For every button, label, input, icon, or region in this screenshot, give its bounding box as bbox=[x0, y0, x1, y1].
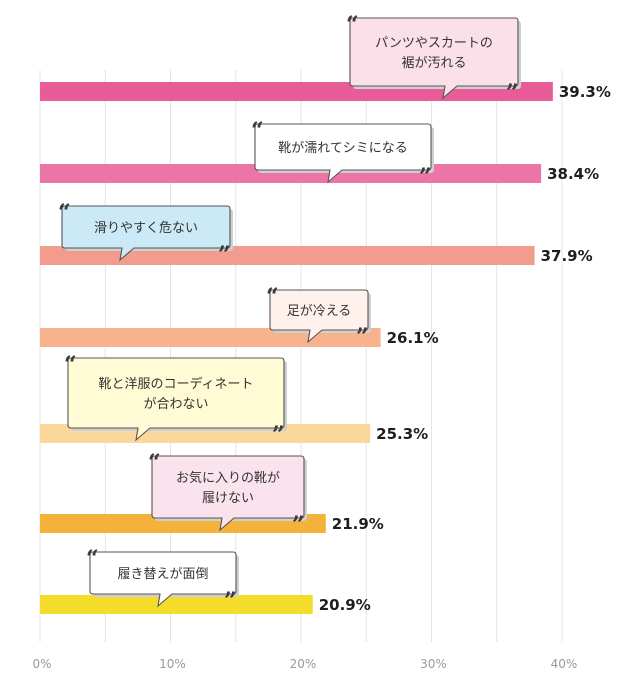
category-bubble: “ ” パンツやスカートの裾が汚れる bbox=[346, 12, 521, 106]
category-bubble: “ ” お気に入りの靴が履けない bbox=[148, 450, 307, 538]
category-bubble: “ ” 履き替えが面倒 bbox=[86, 546, 239, 614]
x-tick-label: 20% bbox=[290, 657, 317, 671]
open-quote-mark: “ bbox=[58, 200, 71, 226]
bubble-box bbox=[151, 455, 305, 532]
open-quote-mark: “ bbox=[251, 118, 264, 144]
x-tick-label: 0% bbox=[32, 657, 51, 671]
category-label-line: 履けない bbox=[202, 491, 254, 506]
category-label: 靴が濡れてシミになる bbox=[278, 141, 408, 156]
open-quote-mark: “ bbox=[346, 12, 359, 38]
bar-value-label: 37.9% bbox=[541, 247, 593, 265]
category-label: パンツやスカートの裾が汚れる bbox=[375, 36, 493, 71]
category-label: 履き替えが面倒 bbox=[117, 567, 208, 582]
close-quote-mark: ” bbox=[218, 242, 231, 268]
bubble-box bbox=[89, 551, 237, 608]
category-label-line: 裾が汚れる bbox=[401, 56, 466, 71]
x-tick-label: 40% bbox=[551, 657, 578, 671]
open-quote-mark: “ bbox=[86, 546, 99, 572]
category-label: 滑りやすく危ない bbox=[94, 221, 198, 236]
bar-value-label: 26.1% bbox=[387, 329, 439, 347]
bar-value-label: 39.3% bbox=[559, 83, 611, 101]
bar-value-label: 21.9% bbox=[332, 515, 384, 533]
bar-value-label: 38.4% bbox=[547, 165, 599, 183]
category-label-line: 靴と洋服のコーディネート bbox=[98, 376, 253, 392]
bar-value-label: 25.3% bbox=[376, 425, 428, 443]
open-quote-mark: “ bbox=[148, 450, 161, 476]
category-label-line: パンツやスカートの bbox=[375, 36, 493, 51]
category-label-line: が合わない bbox=[143, 397, 208, 412]
category-label-line: 靴が濡れてシミになる bbox=[278, 141, 408, 156]
category-label-line: 履き替えが面倒 bbox=[117, 567, 208, 582]
close-quote-mark: ” bbox=[419, 164, 432, 190]
category-bubble: “ ” 滑りやすく危ない bbox=[58, 200, 233, 268]
category-label: お気に入りの靴が履けない bbox=[176, 470, 280, 506]
x-axis-ticks: 0% 10% 20% 30% 40% bbox=[32, 657, 577, 671]
category-bubble: “ ” 足が冷える bbox=[266, 284, 371, 350]
close-quote-mark: ” bbox=[224, 588, 237, 614]
category-label: 足が冷える bbox=[287, 304, 352, 319]
bubble-box bbox=[349, 17, 519, 100]
category-label-line: 足が冷える bbox=[287, 304, 352, 319]
category-label-line: お気に入りの靴が bbox=[176, 470, 280, 486]
x-tick-label: 30% bbox=[420, 657, 447, 671]
x-tick-label: 10% bbox=[159, 657, 186, 671]
close-quote-mark: ” bbox=[356, 324, 369, 350]
close-quote-mark: ” bbox=[506, 80, 519, 106]
bubble-box bbox=[254, 123, 432, 184]
close-quote-mark: ” bbox=[292, 512, 305, 538]
category-bubble: “ ” 靴と洋服のコーディネートが合わない bbox=[64, 352, 287, 448]
open-quote-mark: “ bbox=[266, 284, 279, 310]
bar bbox=[40, 595, 313, 614]
category-bubble: “ ” 靴が濡れてシミになる bbox=[251, 118, 434, 190]
category-label: 靴と洋服のコーディネートが合わない bbox=[98, 376, 253, 412]
open-quote-mark: “ bbox=[64, 352, 77, 378]
bubble-box bbox=[61, 205, 231, 262]
category-label-line: 滑りやすく危ない bbox=[94, 221, 198, 236]
bar-value-label: 20.9% bbox=[319, 596, 371, 614]
category-callouts: “ ” パンツやスカートの裾が汚れる “ ” 靴が濡れてシミになる “ ” 滑りやすく危ない “ ”… bbox=[58, 12, 521, 614]
close-quote-mark: ” bbox=[272, 422, 285, 448]
bubble-box bbox=[67, 357, 285, 442]
bubble-box bbox=[269, 289, 369, 344]
